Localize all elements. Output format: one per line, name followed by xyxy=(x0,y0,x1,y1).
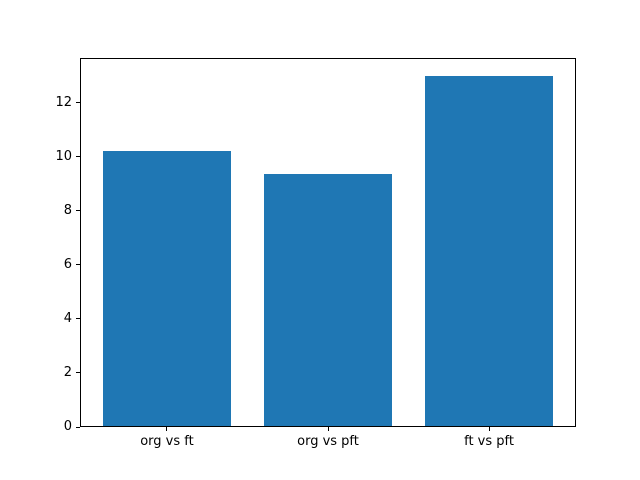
y-tick-label: 12 xyxy=(55,94,72,110)
y-tick-label: 4 xyxy=(63,310,72,326)
y-tick-label: 6 xyxy=(63,256,72,272)
y-tick-mark xyxy=(76,318,80,320)
y-tick-label: 8 xyxy=(63,202,72,218)
y-tick-mark xyxy=(76,372,80,374)
x-tick-label: org vs ft xyxy=(140,434,194,449)
y-tick-mark xyxy=(76,156,80,158)
bar-ft-vs-pft xyxy=(424,75,554,427)
y-tick-label: 0 xyxy=(63,419,72,434)
y-tick-mark xyxy=(76,102,80,104)
x-tick-label: ft vs pft xyxy=(464,434,514,449)
y-tick-label: 2 xyxy=(63,364,72,380)
x-tick-mark xyxy=(488,427,490,431)
y-tick-mark xyxy=(76,264,80,266)
x-tick-mark xyxy=(327,427,329,431)
bar-org-vs-ft xyxy=(102,151,232,427)
bar-org-vs-pft xyxy=(263,174,393,427)
y-tick-mark xyxy=(76,210,80,212)
y-tick-label: 10 xyxy=(55,148,72,164)
x-tick-mark xyxy=(166,427,168,431)
y-tick-mark xyxy=(76,426,80,428)
x-tick-label: org vs pft xyxy=(297,434,359,449)
